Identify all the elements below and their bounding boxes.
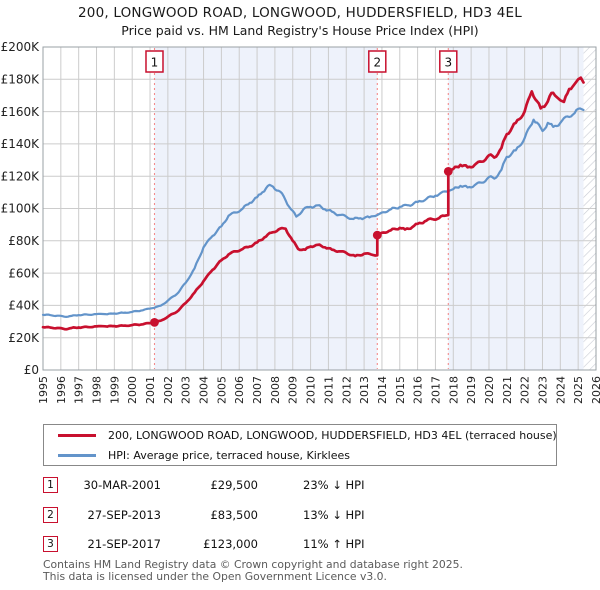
x-axis-tick-label: 2000 (126, 376, 139, 404)
x-axis-tick-label: 2013 (358, 376, 371, 404)
x-axis-tick-label: 2021 (501, 376, 514, 404)
license-footer: Contains HM Land Registry data © Crown c… (43, 559, 463, 582)
x-axis-tick-label: 2017 (429, 376, 442, 404)
sale-vs-hpi: 23% ↓ HPI (303, 478, 365, 492)
x-axis-tick-label: 2003 (180, 376, 193, 404)
x-axis-tick-label: 2012 (340, 376, 353, 404)
sale-price: £29,500 (210, 478, 258, 492)
footer-line-1: Contains HM Land Registry data © Crown c… (43, 558, 463, 571)
y-axis-tick-label: £200K (1, 40, 41, 54)
sale-date: 27-SEP-2013 (87, 507, 161, 522)
chart-legend: 200, LONGWOOD ROAD, LONGWOOD, HUDDERSFIE… (43, 424, 557, 466)
x-axis-tick-label: 2023 (536, 376, 549, 404)
hpi-line (41, 107, 585, 318)
footer-line-2: This data is licensed under the Open Gov… (43, 569, 387, 583)
sale-table-row: 3 21-SEP-2017 £123,000 11% ↑ HPI (43, 536, 583, 553)
x-axis-tick-label: 2007 (251, 376, 264, 404)
legend-line-swatch (58, 434, 96, 437)
x-axis-tick-label: 2006 (233, 376, 246, 404)
sale-marker-dot (150, 317, 159, 327)
sale-price: £123,000 (203, 537, 258, 551)
legend-label: HPI: Average price, terraced house, Kirk… (108, 449, 351, 462)
sale-row-number: 3 (43, 536, 58, 552)
legend-row: 200, LONGWOOD ROAD, LONGWOOD, HUDDERSFIE… (44, 426, 557, 445)
x-axis-tick-label: 2025 (572, 376, 585, 404)
sale-marker-dot (372, 230, 382, 240)
y-axis-tick-label: £20K (8, 331, 40, 345)
property-price-line (41, 76, 585, 331)
sale-number-label: 3 (444, 56, 452, 70)
y-axis-tick-label: £60K (8, 266, 40, 280)
x-axis-tick-label: 2001 (144, 376, 157, 404)
x-axis-tick-label: 2008 (269, 376, 282, 404)
y-axis-tick-label: £120K (1, 169, 41, 183)
y-axis-tick-label: £140K (1, 137, 41, 151)
sale-number-flag (439, 50, 458, 73)
y-axis-tick-label: £0 (24, 363, 39, 377)
x-axis-tick-label: 1995 (37, 376, 50, 404)
x-axis-tick-label: 2004 (198, 376, 211, 404)
x-axis-tick-label: 1999 (108, 376, 121, 404)
x-axis-tick-label: 2002 (162, 376, 175, 404)
x-axis-tick-label: 2026 (590, 376, 600, 404)
sale-date: 30-MAR-2001 (83, 478, 161, 492)
x-axis-tick-label: 2020 (483, 376, 496, 404)
sale-table-row: 2 27-SEP-2013 £83,500 13% ↓ HPI (43, 506, 583, 524)
legend-line-swatch (58, 454, 96, 457)
x-axis-tick-label: 2010 (305, 376, 318, 404)
page-subtitle: Price paid vs. HM Land Registry's House … (121, 23, 479, 38)
sale-price: £83,500 (210, 507, 258, 522)
x-axis-tick-label: 2009 (287, 376, 300, 404)
x-axis-tick-label: 2022 (519, 376, 532, 404)
sale-table-row: 1 30-MAR-2001 £29,500 23% ↓ HPI (43, 477, 583, 494)
x-axis-tick-label: 1997 (73, 376, 86, 404)
y-axis-tick-label: £100K (1, 202, 41, 216)
sale-date: 21-SEP-2017 (87, 537, 161, 551)
x-axis-tick-label: 2005 (215, 376, 228, 404)
x-axis-tick-label: 2024 (554, 376, 567, 404)
sale-number-label: 2 (373, 56, 381, 70)
x-axis-tick-label: 2014 (376, 376, 389, 404)
sale-row-number: 1 (43, 477, 58, 493)
gridlines (43, 47, 596, 370)
legend-row: HPI: Average price, terraced house, Kirk… (44, 446, 556, 465)
y-axis-tick-label: £160K (1, 105, 41, 119)
price-history-chart: 1 2 3 £0 £20K £40K £60K £80K £100K £120K £140K £160… (1, 40, 600, 404)
x-axis-tick-label: 2019 (465, 376, 478, 404)
x-axis-tick-label: 2018 (447, 376, 460, 404)
x-axis-tick-label: 1996 (55, 376, 68, 404)
plot-frame (42, 46, 597, 371)
x-axis-tick-label: 2016 (412, 376, 425, 404)
legend-label: 200, LONGWOOD ROAD, LONGWOOD, HUDDERSFIE… (108, 429, 557, 442)
x-axis-tick-label: 1998 (91, 376, 104, 404)
sale-vs-hpi: 11% ↑ HPI (303, 537, 365, 551)
sale-row-number: 2 (43, 506, 58, 523)
x-axis-tick-label: 2011 (322, 376, 335, 404)
y-axis-tick-label: £40K (8, 299, 40, 313)
y-axis-tick-label: £80K (8, 234, 40, 248)
sale-vs-hpi: 13% ↓ HPI (303, 507, 365, 522)
sale-number-flag (368, 50, 387, 73)
sale-number-label: 1 (151, 56, 159, 70)
page-title: 200, LONGWOOD ROAD, LONGWOOD, HUDDERSFIE… (78, 5, 522, 21)
y-axis-tick-label: £180K (1, 73, 41, 87)
sale-number-flag (145, 50, 164, 73)
x-axis-tick-label: 2015 (394, 376, 407, 404)
sale-marker-dot (443, 166, 453, 176)
